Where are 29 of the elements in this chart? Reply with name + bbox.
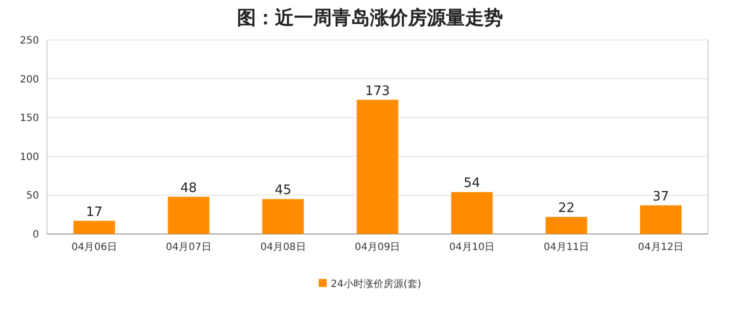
data-label: 17 — [86, 204, 102, 220]
data-label: 37 — [652, 189, 670, 204]
y-tick-label: 150 — [20, 113, 39, 124]
y-tick-label: 250 — [20, 36, 39, 46]
bar — [451, 192, 493, 234]
bar — [640, 205, 682, 234]
x-tick-label: 04月12日 — [638, 242, 684, 253]
bar — [262, 199, 304, 234]
x-tick-label: 04月09日 — [354, 242, 400, 253]
bar — [73, 220, 115, 234]
y-tick-label: 50 — [26, 190, 39, 202]
x-tick-label: 04月06日 — [71, 242, 117, 253]
data-label: 173 — [365, 84, 390, 99]
legend-label: 24小时涨价房源(套) — [330, 278, 422, 290]
y-tick-label: 100 — [20, 152, 39, 163]
bar — [356, 100, 398, 234]
x-tick-label: 04月10日 — [449, 242, 495, 253]
data-label: 45 — [274, 183, 292, 198]
chart-title: 图：近一周青岛涨价房源量走势 — [237, 7, 503, 29]
y-tick-label: 0 — [32, 230, 39, 240]
x-tick-label: 04月08日 — [260, 242, 306, 253]
x-tick-label: 04月11日 — [544, 242, 590, 253]
data-label: 22 — [558, 200, 575, 216]
y-tick-label: 200 — [20, 74, 39, 86]
bar — [168, 196, 210, 234]
x-tick-label: 04月07日 — [166, 242, 212, 253]
data-label: 54 — [464, 176, 480, 192]
data-label: 48 — [180, 180, 197, 196]
bar — [546, 216, 588, 234]
